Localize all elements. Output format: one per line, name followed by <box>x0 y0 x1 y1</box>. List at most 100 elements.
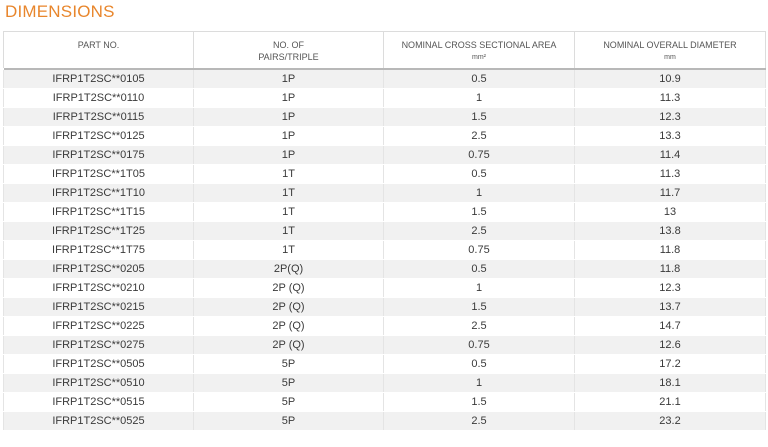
part-no-cell: IFRP1T2SC**0225 <box>3 316 194 336</box>
pairs-cell: 1P <box>193 88 384 108</box>
pairs-cell: 5P <box>193 373 384 393</box>
part-no-cell: IFRP1T2SC**1T75 <box>3 240 194 260</box>
pairs-cell: 1P <box>193 145 384 165</box>
part-no-cell: IFRP1T2SC**0505 <box>3 354 194 374</box>
pairs-cell: 1P <box>193 70 384 89</box>
header-part-no: PART NO. <box>3 31 194 68</box>
pairs-cell: 5P <box>193 392 384 412</box>
header-separator-line <box>3 68 766 70</box>
part-no-cell: IFRP1T2SC**0110 <box>3 88 194 108</box>
table-row: IFRP1T2SC**0510 5P 1 18.1 <box>3 373 766 393</box>
part-no-cell: IFRP1T2SC**0510 <box>3 373 194 393</box>
cross-section-cell: 0.5 <box>383 70 575 89</box>
pairs-cell: 2P(Q) <box>193 259 384 279</box>
diameter-cell: 21.1 <box>574 392 766 412</box>
cross-section-cell: 2.5 <box>383 411 575 431</box>
pairs-cell: 1T <box>193 240 384 260</box>
cross-section-cell: 1 <box>383 278 575 298</box>
cross-section-cell: 0.75 <box>383 145 575 165</box>
table-row: IFRP1T2SC**0105 1P 0.5 10.9 <box>3 70 766 89</box>
cross-section-cell: 1.5 <box>383 107 575 127</box>
diameter-cell: 17.2 <box>574 354 766 374</box>
pairs-cell: 2P (Q) <box>193 335 384 355</box>
diameter-cell: 10.9 <box>574 70 766 89</box>
table-row: IFRP1T2SC**0275 2P (Q) 0.75 12.6 <box>3 335 766 355</box>
table-header-row: PART NO. NO. OF PAIRS/TRIPLE NOMINAL CRO… <box>3 31 766 68</box>
part-no-cell: IFRP1T2SC**0210 <box>3 278 194 298</box>
table-row: IFRP1T2SC**0505 5P 0.5 17.2 <box>3 354 766 374</box>
header-overall-diameter: NOMINAL OVERALL DIAMETER mm <box>574 31 766 68</box>
part-no-cell: IFRP1T2SC**0115 <box>3 107 194 127</box>
part-no-cell: IFRP1T2SC**0125 <box>3 126 194 146</box>
pairs-cell: 1T <box>193 164 384 184</box>
table-row: IFRP1T2SC**0210 2P (Q) 1 12.3 <box>3 278 766 298</box>
header-cross-sectional-area: NOMINAL CROSS SECTIONAL AREA mm² <box>383 31 575 68</box>
part-no-cell: IFRP1T2SC**1T15 <box>3 202 194 222</box>
part-no-cell: IFRP1T2SC**0515 <box>3 392 194 412</box>
diameter-cell: 23.2 <box>574 411 766 431</box>
pairs-cell: 2P (Q) <box>193 297 384 317</box>
pairs-cell: 5P <box>193 411 384 431</box>
table-row: IFRP1T2SC**0115 1P 1.5 12.3 <box>3 107 766 127</box>
table-row: IFRP1T2SC**0205 2P(Q) 0.5 11.8 <box>3 259 766 279</box>
cross-section-cell: 2.5 <box>383 221 575 241</box>
pairs-cell: 1P <box>193 107 384 127</box>
header-pairs-triple: NO. OF PAIRS/TRIPLE <box>193 31 384 68</box>
header-pairs-triple-line1: NO. OF <box>273 40 304 50</box>
diameter-cell: 11.3 <box>574 164 766 184</box>
cross-section-cell: 1.5 <box>383 297 575 317</box>
cross-section-cell: 2.5 <box>383 316 575 336</box>
table-row: IFRP1T2SC**0125 1P 2.5 13.3 <box>3 126 766 146</box>
table-row: IFRP1T2SC**0110 1P 1 11.3 <box>3 88 766 108</box>
part-no-cell: IFRP1T2SC**0175 <box>3 145 194 165</box>
pairs-cell: 5P <box>193 354 384 374</box>
table-row: IFRP1T2SC**1T05 1T 0.5 11.3 <box>3 164 766 184</box>
diameter-cell: 12.6 <box>574 335 766 355</box>
table-row: IFRP1T2SC**0525 5P 2.5 23.2 <box>3 411 766 431</box>
diameter-cell: 14.7 <box>574 316 766 336</box>
diameter-cell: 12.3 <box>574 278 766 298</box>
page-title: DIMENSIONS <box>5 2 115 21</box>
part-no-cell: IFRP1T2SC**1T05 <box>3 164 194 184</box>
dimensions-table-container: PART NO. NO. OF PAIRS/TRIPLE NOMINAL CRO… <box>3 31 766 431</box>
pairs-cell: 1P <box>193 126 384 146</box>
table-row: IFRP1T2SC**0175 1P 0.75 11.4 <box>3 145 766 165</box>
table-body: IFRP1T2SC**0105 1P 0.5 10.9 IFRP1T2SC**0110 1… <box>3 70 766 431</box>
diameter-cell: 18.1 <box>574 373 766 393</box>
cross-section-cell: 0.5 <box>383 354 575 374</box>
pairs-cell: 1T <box>193 221 384 241</box>
diameter-cell: 13.7 <box>574 297 766 317</box>
table-row: IFRP1T2SC**1T15 1T 1.5 13 <box>3 202 766 222</box>
part-no-cell: IFRP1T2SC**0205 <box>3 259 194 279</box>
header-pairs-triple-line2: PAIRS/TRIPLE <box>258 52 319 62</box>
diameter-cell: 13.8 <box>574 221 766 241</box>
header-overall-diameter-label: NOMINAL OVERALL DIAMETER <box>603 40 737 50</box>
cross-section-cell: 1 <box>383 88 575 108</box>
part-no-cell: IFRP1T2SC**0105 <box>3 70 194 89</box>
table-header: PART NO. NO. OF PAIRS/TRIPLE NOMINAL CRO… <box>3 31 766 70</box>
cross-section-cell: 1 <box>383 183 575 203</box>
header-part-no-label: PART NO. <box>77 40 120 50</box>
table-row: IFRP1T2SC**1T25 1T 2.5 13.8 <box>3 221 766 241</box>
diameter-cell: 11.8 <box>574 240 766 260</box>
table-row: IFRP1T2SC**0515 5P 1.5 21.1 <box>3 392 766 412</box>
table-row: IFRP1T2SC**0225 2P (Q) 2.5 14.7 <box>3 316 766 336</box>
cross-section-cell: 1.5 <box>383 392 575 412</box>
diameter-cell: 11.3 <box>574 88 766 108</box>
dimensions-table: PART NO. NO. OF PAIRS/TRIPLE NOMINAL CRO… <box>3 31 766 431</box>
pairs-cell: 2P (Q) <box>193 316 384 336</box>
header-cross-sectional-area-label: NOMINAL CROSS SECTIONAL AREA <box>401 40 557 50</box>
cross-section-cell: 0.5 <box>383 259 575 279</box>
cross-section-cell: 0.75 <box>383 335 575 355</box>
table-row: IFRP1T2SC**1T75 1T 0.75 11.8 <box>3 240 766 260</box>
diameter-cell: 11.4 <box>574 145 766 165</box>
cross-section-cell: 1 <box>383 373 575 393</box>
pairs-cell: 2P (Q) <box>193 278 384 298</box>
pairs-cell: 1T <box>193 202 384 222</box>
cross-section-cell: 0.75 <box>383 240 575 260</box>
diameter-cell: 12.3 <box>574 107 766 127</box>
cross-section-cell: 0.5 <box>383 164 575 184</box>
table-row: IFRP1T2SC**1T10 1T 1 11.7 <box>3 183 766 203</box>
header-separator <box>3 68 766 70</box>
header-overall-diameter-unit: mm <box>664 54 676 61</box>
